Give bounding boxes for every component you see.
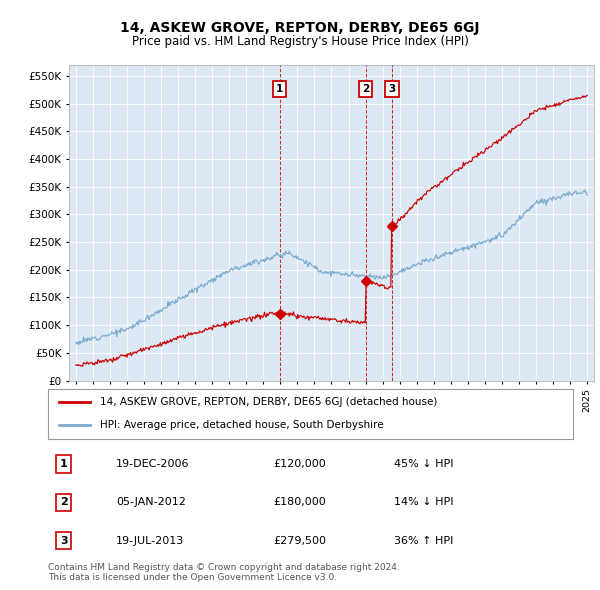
Text: 14, ASKEW GROVE, REPTON, DERBY, DE65 6GJ: 14, ASKEW GROVE, REPTON, DERBY, DE65 6GJ <box>120 21 480 35</box>
Text: £279,500: £279,500 <box>274 536 327 546</box>
Text: Contains HM Land Registry data © Crown copyright and database right 2024.
This d: Contains HM Land Registry data © Crown c… <box>48 563 400 582</box>
Text: 14, ASKEW GROVE, REPTON, DERBY, DE65 6GJ (detached house): 14, ASKEW GROVE, REPTON, DERBY, DE65 6GJ… <box>101 397 438 407</box>
Text: 1: 1 <box>276 84 283 94</box>
Text: 19-JUL-2013: 19-JUL-2013 <box>116 536 185 546</box>
Text: HPI: Average price, detached house, South Derbyshire: HPI: Average price, detached house, Sout… <box>101 421 384 431</box>
Text: 2: 2 <box>60 497 68 507</box>
Text: 2: 2 <box>362 84 370 94</box>
Text: 36% ↑ HPI: 36% ↑ HPI <box>395 536 454 546</box>
Text: £120,000: £120,000 <box>274 459 326 469</box>
Text: Price paid vs. HM Land Registry's House Price Index (HPI): Price paid vs. HM Land Registry's House … <box>131 35 469 48</box>
Text: £180,000: £180,000 <box>274 497 326 507</box>
Text: 3: 3 <box>60 536 68 546</box>
Text: 19-DEC-2006: 19-DEC-2006 <box>116 459 190 469</box>
Text: 05-JAN-2012: 05-JAN-2012 <box>116 497 186 507</box>
Text: 1: 1 <box>60 459 68 469</box>
Text: 3: 3 <box>388 84 395 94</box>
Text: 45% ↓ HPI: 45% ↓ HPI <box>395 459 454 469</box>
Text: 14% ↓ HPI: 14% ↓ HPI <box>395 497 454 507</box>
